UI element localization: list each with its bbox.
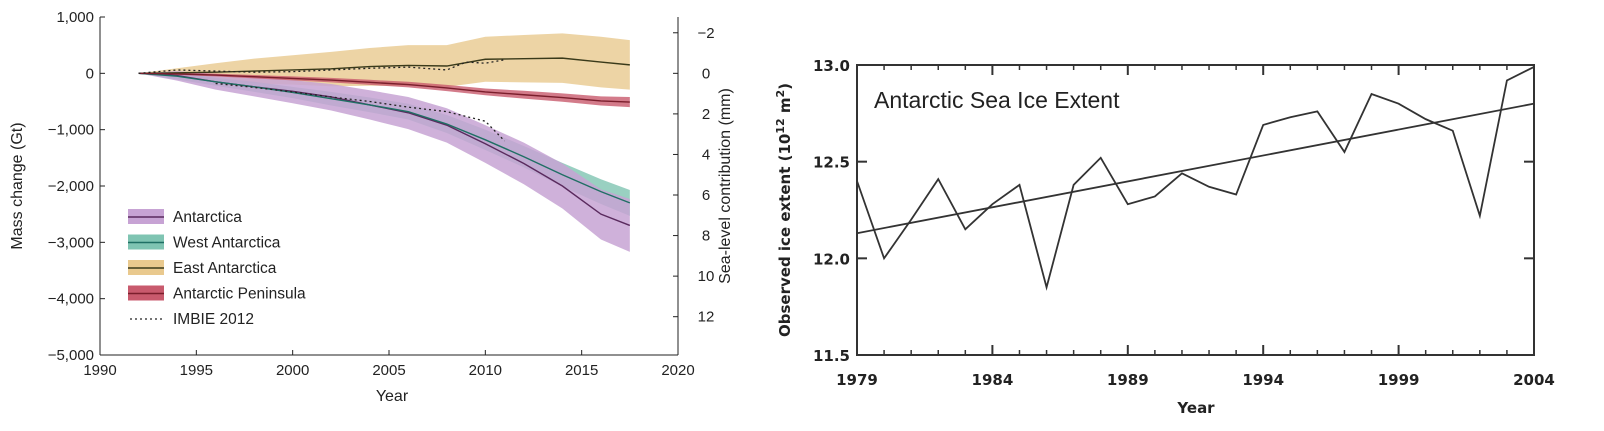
x-tick-label: 1999	[1378, 371, 1420, 389]
series-line-imbie-2012-antarctica	[215, 82, 506, 142]
legend-label: Antarctic Peninsula	[173, 286, 306, 303]
right-tick-label: 4	[702, 146, 710, 163]
x-tick-label: 1984	[972, 371, 1014, 389]
series-line-east-antarctica	[138, 57, 630, 75]
legend-label: East Antarctica	[173, 260, 277, 277]
x-tick-label: 2015	[565, 362, 598, 379]
legend-label: Antarctica	[173, 209, 242, 226]
chart-title: Antarctic Sea Ice Extent	[874, 87, 1120, 113]
right-tick-label: 10	[698, 268, 715, 285]
sea-ice-chart: 11.5 12.0 12.5 13.0 1979 1984 1989 1994 1999 2004…	[774, 57, 1555, 417]
x-tick-label: 1979	[836, 371, 878, 389]
y-axis-label: Observed ice extent (1012 m2)	[774, 83, 794, 337]
x-tick-label: 2004	[1513, 371, 1555, 389]
x-tick-label: 1994	[1242, 371, 1284, 389]
y-tick-label: −3,000	[48, 234, 94, 251]
x-tick-label: 2005	[372, 362, 405, 379]
plot-frame	[856, 64, 1535, 356]
y-axis-label-part: 2	[774, 90, 787, 98]
y-tick-label: −4,000	[48, 291, 94, 308]
legend-label: IMBIE 2012	[173, 311, 254, 328]
right-tick-label: 12	[698, 309, 715, 326]
right-axis-label: Sea-level contribution (mm)	[717, 88, 734, 284]
trend-line	[856, 102, 1535, 235]
x-tick-label: 1989	[1107, 371, 1149, 389]
right-tick-label: 2	[702, 106, 710, 123]
y-tick-label: 0	[86, 65, 94, 82]
right-tick-label: 8	[702, 228, 710, 245]
series-line-west-antarctica	[138, 72, 631, 204]
y-axis-label-part: )	[776, 83, 794, 90]
mass-change-chart: 1,000 0 −1,000 −2,000 −3,000 −4,000 −5,0001990…	[9, 9, 734, 405]
series-line-imbie-2012	[138, 59, 505, 74]
x-tick-label: 2010	[469, 362, 502, 379]
x-axis-label: Year	[1176, 399, 1215, 417]
x-axis-label: Year	[376, 388, 409, 405]
y-tick-label: 1,000	[56, 9, 94, 26]
y-tick-label: 12.0	[813, 250, 850, 268]
y-tick-label: −1,000	[48, 122, 94, 139]
x-tick-label: 2020	[661, 362, 694, 379]
y-axis-label: Mass change (Gt)	[9, 122, 26, 249]
legend: Antarctica West Antarctica East Antarctica…	[128, 209, 306, 328]
ice-extent-line	[856, 66, 1535, 291]
y-axis-label-part: Observed ice extent (10	[776, 134, 794, 337]
x-tick-label: 2000	[276, 362, 309, 379]
y-tick-label: 11.5	[813, 347, 850, 365]
y-axis-label-part: 12	[774, 118, 787, 133]
right-tick-label: 6	[702, 187, 710, 204]
legend-label: West Antarctica	[173, 235, 281, 252]
y-tick-label: 13.0	[813, 57, 850, 75]
y-tick-label: −5,000	[48, 347, 94, 364]
y-tick-label: 12.5	[813, 154, 850, 172]
y-tick-label: −2,000	[48, 178, 94, 195]
series-line-antarctic-peninsula	[138, 72, 630, 103]
right-tick-label: −2	[697, 25, 714, 42]
x-tick-label: 1990	[83, 362, 116, 379]
x-tick-label: 1995	[180, 362, 213, 379]
y-axis-label-part: m	[776, 98, 794, 119]
right-tick-label: 0	[702, 65, 710, 82]
